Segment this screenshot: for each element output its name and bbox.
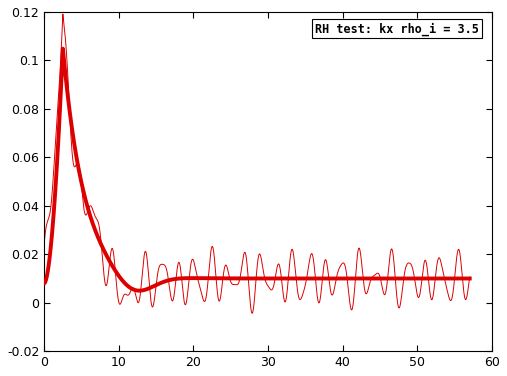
Text: RH test: kx rho_i = 3.5: RH test: kx rho_i = 3.5 — [315, 22, 479, 35]
